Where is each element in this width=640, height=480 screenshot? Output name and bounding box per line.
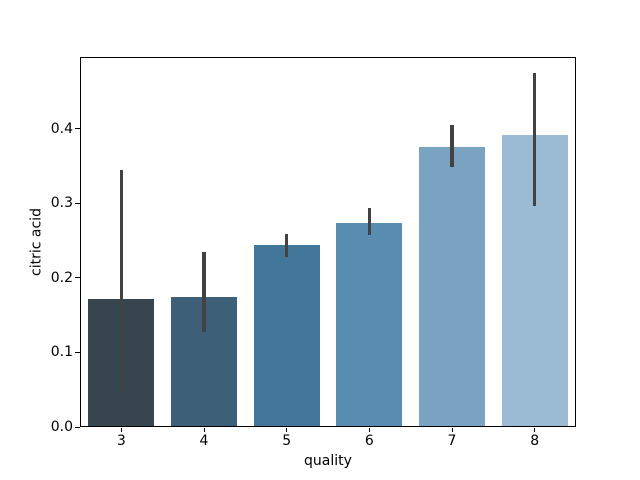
error-bar-quality-4 [202, 251, 206, 333]
x-tick-mark [534, 428, 536, 432]
x-tick-label: 5 [282, 433, 292, 449]
y-tick-label: 0.0 [50, 419, 73, 435]
y-tick-mark [75, 351, 80, 353]
error-bar-quality-5 [284, 233, 289, 257]
y-axis-label: citric acid [28, 208, 45, 276]
y-tick-label: 0.3 [50, 195, 73, 212]
x-tick-label: 6 [364, 433, 374, 449]
error-bar-quality-3 [119, 169, 124, 392]
x-tick-mark [203, 428, 205, 432]
x-tick-label: 7 [447, 433, 457, 449]
bar-quality-5 [253, 244, 320, 427]
y-tick-mark [75, 128, 80, 130]
x-tick-label: 3 [116, 433, 126, 449]
x-tick-mark [451, 428, 453, 432]
x-tick-label: 4 [199, 433, 209, 449]
x-tick-mark [286, 428, 288, 432]
y-tick-mark [75, 202, 80, 204]
x-axis-label: quality [304, 453, 352, 469]
x-tick-mark [120, 428, 122, 432]
y-tick-label: 0.1 [50, 344, 73, 361]
x-tick-label: 8 [530, 433, 540, 449]
y-tick-label: 0.2 [50, 269, 73, 286]
bar-quality-7 [418, 147, 486, 427]
x-tick-mark [368, 428, 370, 432]
error-bar-quality-6 [367, 208, 372, 235]
y-tick-label: 0.4 [50, 120, 73, 137]
y-tick-mark [75, 277, 80, 279]
error-bar-quality-8 [532, 72, 537, 207]
bar-quality-6 [336, 222, 403, 427]
error-bar-quality-7 [450, 124, 454, 167]
y-tick-mark [75, 426, 80, 428]
